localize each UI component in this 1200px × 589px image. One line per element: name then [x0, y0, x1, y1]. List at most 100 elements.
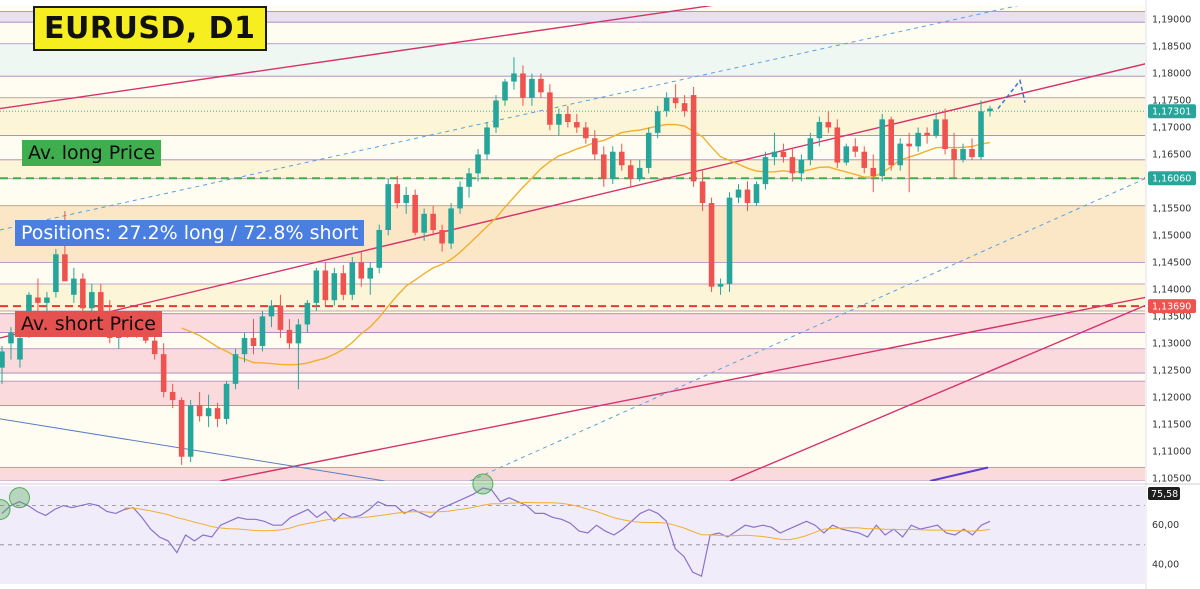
rsi-highlight-marker [8, 487, 30, 509]
rsi-tick-label: 60,00 [1152, 520, 1179, 531]
price-tick-label: 1,15500 [1152, 203, 1191, 214]
price-tick-label: 1,19000 [1152, 14, 1191, 25]
candle [349, 256, 356, 301]
candle-body [493, 100, 499, 128]
candle-body [825, 122, 832, 128]
candle-body [439, 230, 445, 244]
candle [376, 224, 383, 274]
rsi-value-tag [1148, 487, 1180, 500]
candle [35, 278, 41, 311]
candle [214, 402, 221, 428]
candle-body [717, 283, 724, 287]
price-tick-label: 1,12000 [1152, 392, 1191, 403]
candle [44, 292, 50, 311]
price-tick-label: 1,11000 [1152, 446, 1191, 457]
candle-body [960, 149, 966, 160]
price-tick-label: 1,13000 [1152, 338, 1191, 349]
candle-body [187, 405, 194, 457]
rsi-highlight-marker [472, 473, 494, 495]
candle [915, 127, 921, 152]
candle-body [196, 405, 203, 417]
candle-body [268, 305, 275, 317]
candle-body [771, 151, 778, 158]
candle [529, 73, 535, 106]
rsi-highlight-marker [0, 498, 11, 520]
candle-body [0, 351, 5, 368]
rsi-signal-line [124, 501, 991, 541]
candle-body [331, 273, 338, 301]
candle [475, 149, 481, 182]
candle [160, 343, 167, 398]
candle-body [915, 132, 921, 147]
candle [466, 167, 472, 198]
candle [951, 132, 957, 179]
candle [412, 189, 418, 236]
candle [924, 127, 930, 144]
price-tick-label: 1,16500 [1152, 149, 1191, 160]
candle-body [421, 213, 427, 233]
candle-body [861, 151, 868, 168]
candle-body [627, 165, 634, 179]
candle [807, 132, 814, 166]
candle [960, 143, 966, 163]
candle-body [8, 332, 14, 344]
candle-body [466, 173, 472, 187]
candle [71, 267, 77, 303]
price-tag [1148, 299, 1196, 314]
candle-body [969, 149, 975, 158]
candle [268, 300, 275, 328]
candle-body [44, 297, 50, 303]
candle [484, 122, 490, 160]
candle-body [726, 197, 733, 284]
av-long-price-label: Av. long Price [22, 140, 162, 166]
candle [53, 248, 59, 298]
candle [663, 92, 670, 117]
candle-body [906, 143, 912, 147]
candle-body [295, 324, 302, 344]
candle-body [484, 127, 490, 155]
candle-body [520, 73, 526, 98]
candle [304, 300, 311, 333]
candle-body [583, 127, 589, 139]
candle [672, 84, 679, 109]
candle [834, 119, 841, 168]
price-tick-label: 1,12500 [1152, 365, 1191, 376]
candle-body [735, 189, 742, 198]
candle [295, 319, 302, 390]
candle-body [430, 213, 436, 231]
candle-body [511, 73, 517, 82]
candle-body [151, 340, 158, 355]
price-tick-label: 1,14000 [1152, 284, 1191, 295]
candle-body [852, 146, 859, 152]
candle [277, 294, 284, 338]
channel-line [0, 6, 714, 110]
rsi-value-label: 75,58 [1151, 489, 1178, 500]
candle-body [978, 111, 984, 158]
candle [358, 251, 365, 287]
candle [627, 159, 634, 187]
candle [618, 143, 625, 171]
price-tick-label: 1,15000 [1152, 230, 1191, 241]
candle-body [205, 408, 212, 417]
price-tick-label: 1,13500 [1152, 311, 1191, 322]
candle-body [681, 103, 688, 112]
candle-body [286, 329, 293, 344]
candle [574, 113, 580, 133]
candle-body [160, 354, 167, 392]
candle [322, 262, 329, 306]
candle [394, 176, 400, 209]
candle-body [340, 273, 347, 295]
rsi-tick-label: 40,00 [1152, 559, 1179, 570]
candle [178, 397, 185, 465]
candle [735, 184, 742, 204]
candle-body [762, 157, 769, 185]
channel-line [729, 304, 1145, 481]
candle [654, 105, 661, 139]
candle-body [843, 146, 850, 163]
candle [771, 132, 778, 166]
candle-body [412, 194, 418, 233]
candle-body [672, 97, 679, 104]
candle-body [376, 230, 383, 268]
candle [978, 100, 984, 160]
